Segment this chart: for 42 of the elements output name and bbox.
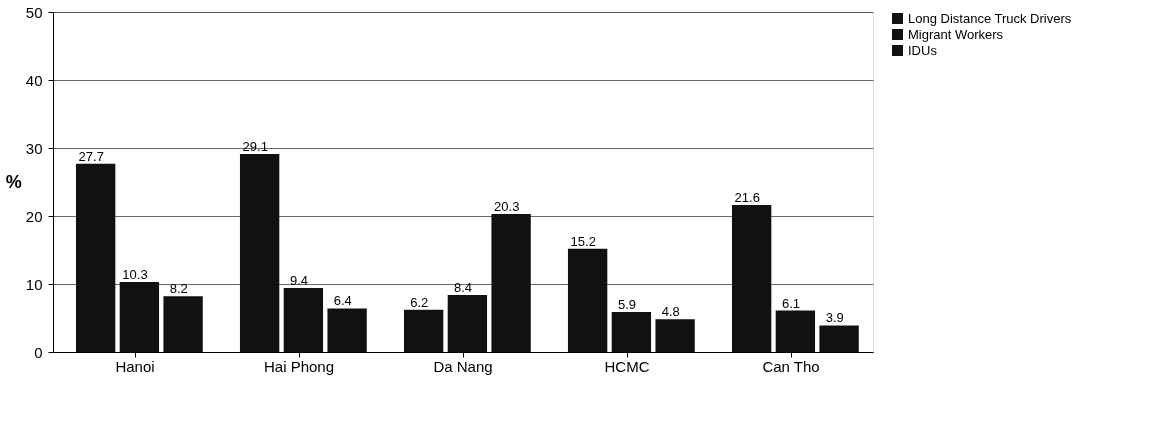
bar <box>163 296 203 352</box>
data-label: 8.2 <box>169 281 188 297</box>
x-tick-label: Can Tho <box>762 357 820 375</box>
bar <box>447 294 488 352</box>
data-label: 5.9 <box>617 296 637 312</box>
x-tick-label: Hanoi <box>115 357 155 375</box>
y-tick-label: 30 <box>25 139 43 157</box>
bar <box>491 213 531 352</box>
y-tick-label: 50 <box>25 3 43 21</box>
legend-label: Migrant Workers <box>908 26 1004 42</box>
data-label: 15.2 <box>570 233 596 249</box>
bar <box>611 311 652 352</box>
data-label: 6.1 <box>781 295 801 311</box>
y-axis-title: % <box>5 171 22 192</box>
x-tick-label: HCMC <box>604 357 650 375</box>
legend-label: IDUs <box>908 42 938 58</box>
data-label: 20.3 <box>494 198 520 214</box>
y-tick-label: 0 <box>34 343 43 361</box>
legend-label: Long Distance Truck Drivers <box>908 10 1072 26</box>
bar <box>239 154 280 352</box>
data-label: 3.9 <box>825 310 844 326</box>
y-tick-label: 20 <box>25 207 43 225</box>
bar <box>567 248 608 352</box>
bar <box>775 310 816 352</box>
bar <box>403 309 444 352</box>
data-label: 6.4 <box>333 293 352 309</box>
data-label: 6.2 <box>410 294 429 310</box>
bar <box>119 281 160 352</box>
bar <box>327 308 367 352</box>
y-tick-label: 10 <box>25 275 43 293</box>
x-tick-label: Hai Phong <box>263 357 335 375</box>
bar <box>655 319 695 352</box>
bar <box>283 288 324 352</box>
y-tick-label: 40 <box>25 71 43 89</box>
bar <box>731 205 772 352</box>
bar <box>75 163 116 352</box>
x-tick-label: Da Nang <box>433 357 493 375</box>
data-label: 10.3 <box>122 266 148 282</box>
data-label: 4.8 <box>661 304 680 320</box>
data-label: 21.6 <box>734 190 760 206</box>
data-label: 27.7 <box>78 148 104 164</box>
bar <box>819 325 859 352</box>
